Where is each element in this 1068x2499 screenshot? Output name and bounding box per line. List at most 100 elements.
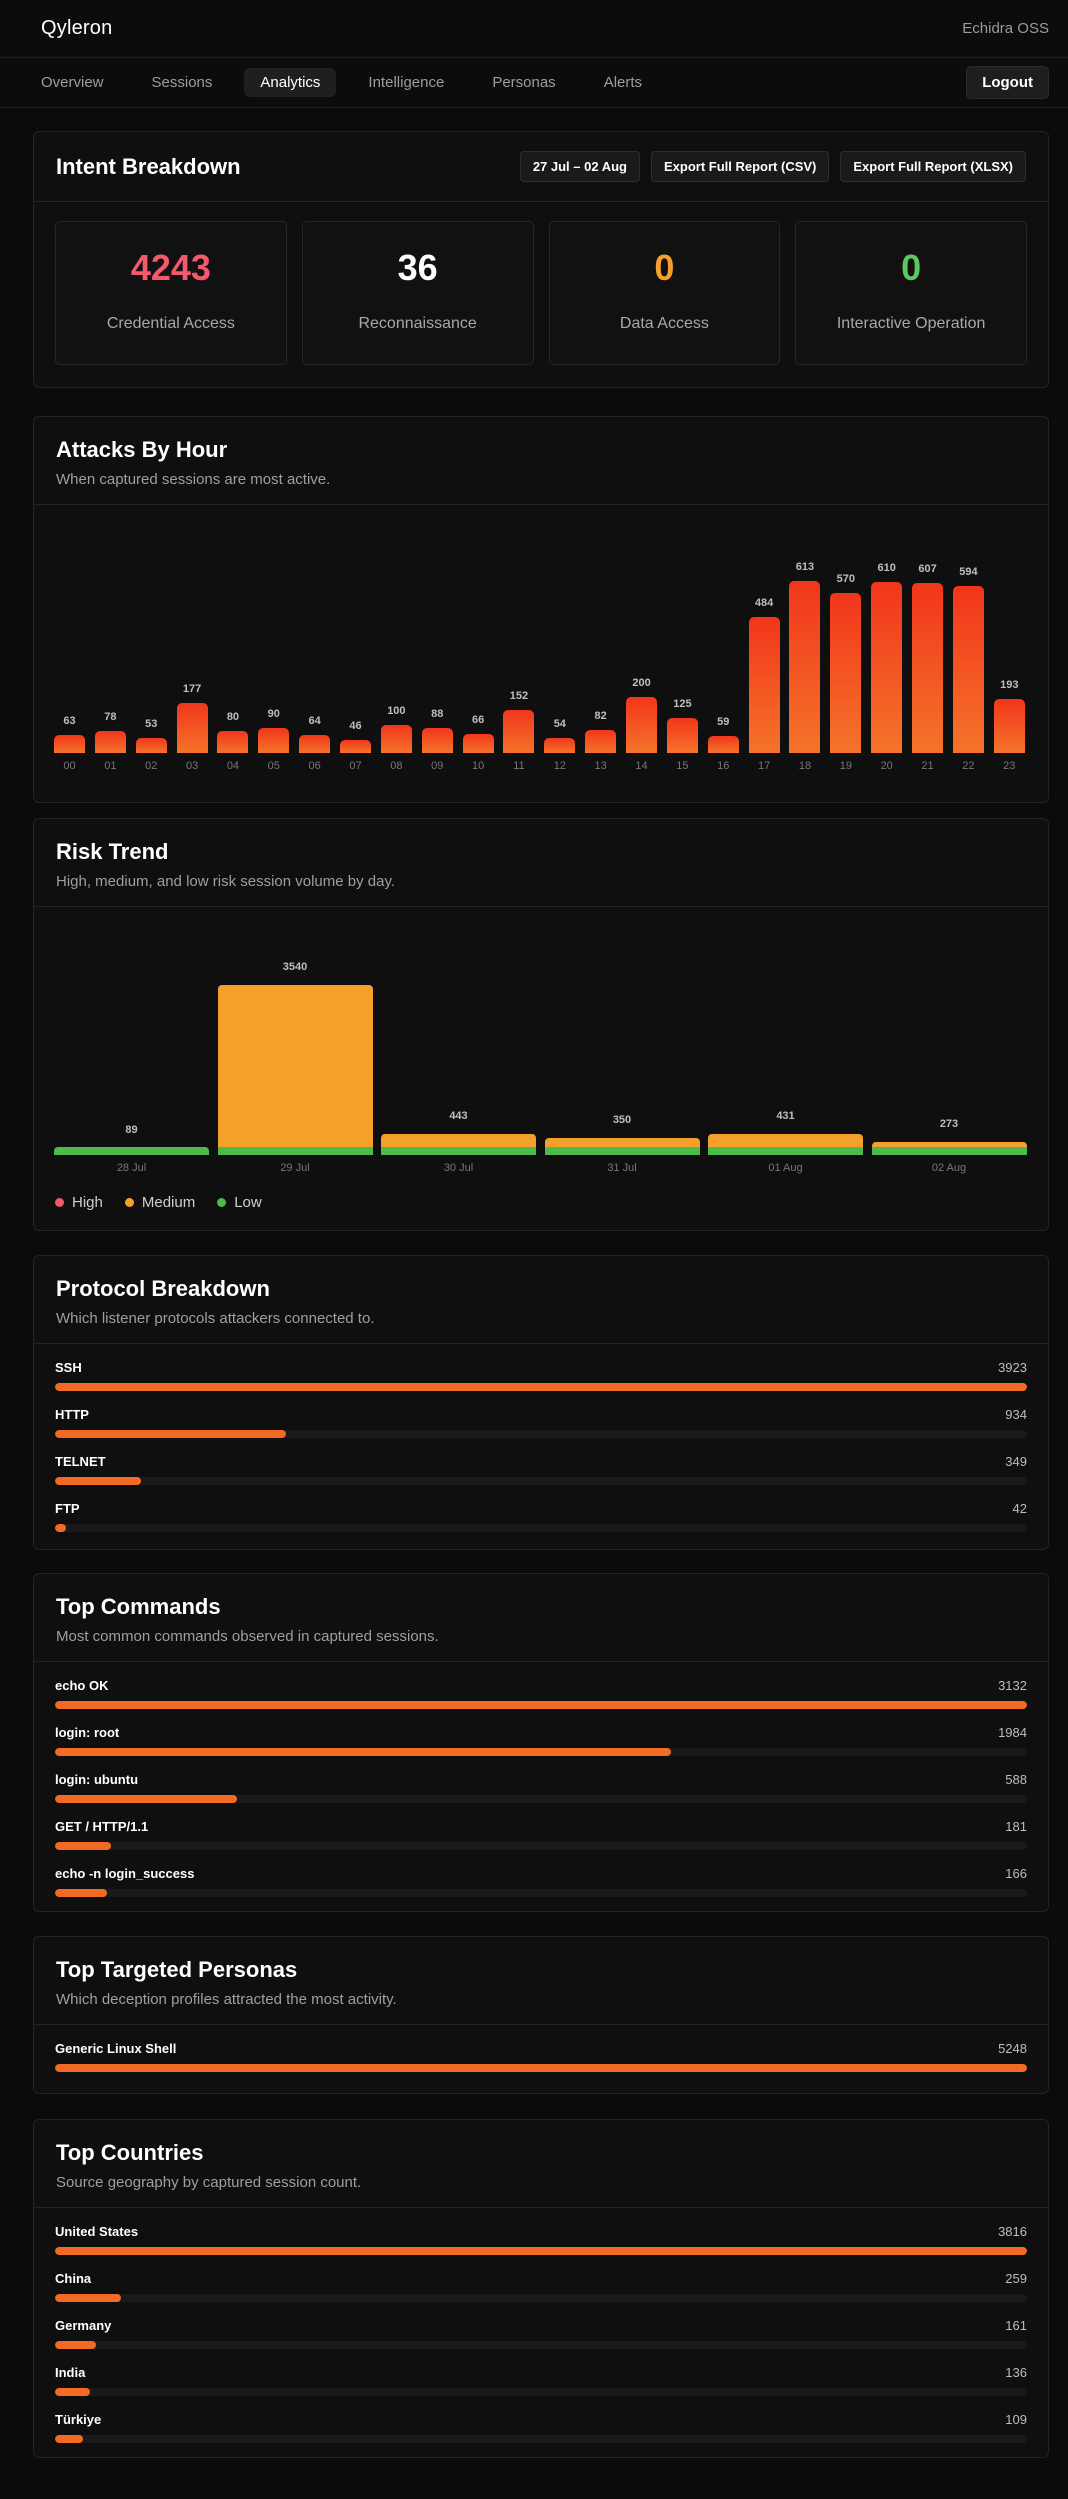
tab-intelligence[interactable]: Intelligence: [368, 74, 445, 91]
risk-tick-label: 30 Jul: [443, 1162, 474, 1174]
hour-bar: [421, 728, 453, 753]
hour-bar: [176, 703, 208, 753]
date-range-button[interactable]: 27 Jul – 02 Aug: [519, 151, 640, 182]
hour-bar: [871, 581, 903, 753]
hour-tick-label: 23: [1003, 760, 1016, 772]
export-csv-button[interactable]: Export Full Report (CSV): [650, 151, 830, 182]
hour-bar-value: 46: [349, 720, 362, 733]
hour-bar: [217, 730, 249, 753]
risk-bar-total: 89: [125, 1124, 138, 1136]
risk-tick-label: 31 Jul: [607, 1162, 637, 1174]
protocol-row-header: SSH 3923: [55, 1360, 1027, 1375]
hour-tick-label: 13: [594, 760, 607, 772]
hour-bar: [789, 581, 821, 753]
hour-tick-label: 10: [471, 760, 485, 772]
persona-row: Generic Linux Shell 5248: [55, 2041, 1027, 2072]
top-personas-subtitle: Which deception profiles attracted the m…: [56, 1991, 397, 2008]
country-row-header: Türkiye 109: [55, 2412, 1027, 2427]
top-commands-subtitle: Most common commands observed in capture…: [56, 1628, 439, 1645]
country-row: Türkiye 109: [55, 2412, 1027, 2443]
hour-bar: [340, 740, 372, 753]
intent-breakdown-title: Intent Breakdown: [56, 153, 241, 179]
risk-trend-card: Risk Trend High, medium, and low risk se…: [33, 818, 1049, 1231]
tab-overview[interactable]: Overview: [41, 74, 104, 91]
intent-stat-card: 0 Interactive Operation: [795, 221, 1027, 365]
brand-logo[interactable]: Qyleron: [41, 17, 113, 39]
risk-trend-chart: 89 28 Jul 3540 29 Jul 443 30 Jul 350 31 Jul 431 0…: [34, 907, 1048, 1187]
export-xlsx-button[interactable]: Export Full Report (XLSX): [840, 151, 1026, 182]
hour-tick-label: 09: [431, 760, 444, 772]
protocol-row-count: 3923: [998, 1360, 1027, 1375]
legend-item-medium: Medium: [124, 1194, 196, 1211]
protocol-row: FTP 42: [55, 1501, 1027, 1532]
command-row-count: 588: [1005, 1772, 1027, 1787]
command-row-track: [55, 1795, 1027, 1803]
country-row-label: India: [55, 2365, 86, 2380]
legend-item-high: High: [55, 1194, 103, 1211]
hour-tick-label: 22: [962, 760, 975, 772]
risk-trend-legend: High Medium Low: [55, 1194, 262, 1211]
command-row-track: [55, 1889, 1027, 1897]
hour-tick-label: 12: [553, 760, 566, 772]
hour-bar-value: 177: [182, 683, 202, 696]
hour-tick-label: 18: [798, 760, 812, 772]
risk-tick-label: 28 Jul: [116, 1162, 147, 1174]
risk-bar-medium: [708, 1134, 863, 1147]
hour-bar: [912, 582, 944, 753]
country-row-count: 136: [1005, 2365, 1027, 2380]
intent-stat-label: Interactive Operation: [836, 315, 986, 332]
hour-bar-value: 82: [594, 709, 607, 722]
top-countries-card: Top Countries Source geography by captur…: [33, 2119, 1049, 2458]
hour-bar-value: 570: [836, 573, 855, 586]
tab-sessions[interactable]: Sessions: [151, 74, 213, 91]
risk-bar-total: 273: [939, 1117, 959, 1130]
legend-item-low: Low: [217, 1194, 262, 1211]
country-row-track: [55, 2294, 1027, 2302]
protocol-row-header: FTP 42: [55, 1501, 1027, 1516]
hour-bar: [666, 717, 698, 753]
legend-dot-icon: [55, 1198, 64, 1207]
country-row: China 259: [55, 2271, 1027, 2302]
intent-stats: 4243 Credential Access 36 Reconnaissance 0 Da…: [34, 202, 1048, 384]
top-countries-subtitle: Source geography by captured session cou…: [56, 2174, 362, 2191]
intent-stat-label: Reconnaissance: [358, 315, 477, 332]
command-bar-list: echo OK 3132 login: root 1984 login: ubuntu 5…: [34, 1662, 1048, 1897]
hour-bar-value: 152: [509, 690, 529, 703]
hour-bar: [544, 737, 576, 753]
attacks-by-hour-title: Attacks By Hour: [56, 437, 228, 462]
intent-stat-card: 36 Reconnaissance: [301, 221, 534, 365]
attacks-by-hour-subtitle: When captured sessions are most active.: [56, 471, 331, 488]
protocol-row-fill: [55, 1383, 1027, 1391]
logout-button[interactable]: Logout: [966, 66, 1049, 99]
hour-bar: [299, 735, 331, 753]
command-row-label: echo -n login_success: [55, 1866, 195, 1881]
command-row-count: 3132: [998, 1678, 1027, 1693]
country-row-count: 3816: [998, 2224, 1027, 2239]
top-personas-title: Top Targeted Personas: [56, 1957, 298, 1982]
hour-bar-value: 484: [754, 597, 774, 610]
protocol-row-track: [55, 1430, 1027, 1438]
command-row-header: login: ubuntu 588: [55, 1772, 1027, 1787]
country-row-track: [55, 2388, 1027, 2396]
tab-alerts[interactable]: Alerts: [603, 74, 643, 91]
intent-stat-label: Data Access: [619, 315, 709, 332]
tab-personas[interactable]: Personas: [492, 74, 556, 91]
hour-bar: [94, 731, 126, 753]
country-row-header: China 259: [55, 2271, 1027, 2286]
hour-bar-value: 63: [63, 715, 76, 728]
hour-bar: [462, 734, 494, 753]
risk-tick-label: 01 Aug: [768, 1162, 803, 1174]
command-row: login: ubuntu 588: [55, 1772, 1027, 1803]
hour-bar: [503, 710, 535, 753]
command-row-track: [55, 1701, 1027, 1709]
risk-trend-subtitle: High, medium, and low risk session volum…: [56, 873, 396, 890]
protocol-row-track: [55, 1524, 1027, 1532]
legend-label: Medium: [141, 1194, 196, 1211]
command-row-fill: [55, 1748, 671, 1756]
protocol-row: HTTP 934: [55, 1407, 1027, 1438]
tab-analytics[interactable]: Analytics: [244, 68, 337, 97]
hour-tick-label: 17: [757, 760, 771, 772]
hour-tick-label: 03: [185, 760, 199, 772]
intent-stat-card: 0 Data Access: [548, 221, 781, 365]
protocol-breakdown-title: Protocol Breakdown: [56, 1276, 270, 1301]
